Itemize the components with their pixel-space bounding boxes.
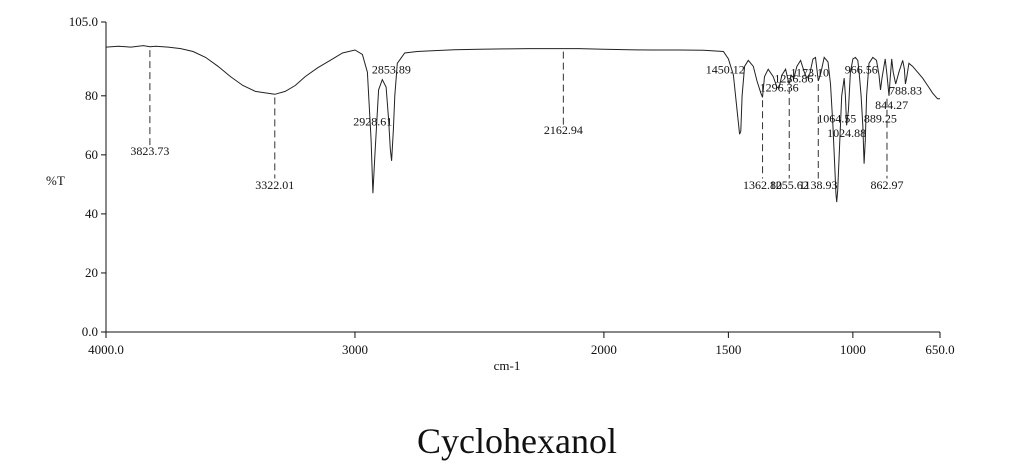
y-tick-label: 60: [85, 147, 98, 162]
peak-label: 3322.01: [255, 178, 294, 192]
y-ticks: 105.0 80 60 40 20 0.0: [69, 14, 106, 339]
caption-title: Cyclohexanol: [417, 421, 617, 461]
peak-label: 862.97: [870, 178, 903, 192]
peak-label: 844.27: [875, 98, 908, 112]
x-tick-label: 1000: [840, 342, 866, 357]
ir-spectrum-chart: 105.0 80 60 40 20 0.0 4000.0 3000 2000 1500 1000 6…: [46, 14, 955, 373]
y-tick-label: 20: [85, 265, 98, 280]
x-tick-label: 4000.0: [88, 342, 124, 357]
peak-label: 889.25: [864, 111, 897, 125]
peak-annotations: 3823.73 3322.01 2928.61 2853.89 2162.94 1450.…: [130, 50, 922, 192]
peak-label: 2162.94: [544, 123, 583, 137]
peak-label: 1064.55: [817, 111, 856, 125]
peak-label: 1173.10: [790, 66, 829, 80]
y-axis-label: %T: [46, 173, 65, 188]
peak-label: 2853.89: [372, 63, 411, 77]
peak-label: 1236.86: [774, 72, 813, 86]
x-axis-label: cm-1: [494, 358, 521, 373]
spectrum-line: [105, 45, 940, 203]
peak-label: 1362.80: [743, 178, 782, 192]
peak-label: 1024.88: [827, 126, 866, 140]
x-ticks: 4000.0 3000 2000 1500 1000 650.0: [88, 332, 955, 357]
peak-label: 2928.61: [353, 114, 392, 128]
y-tick-label: 105.0: [69, 14, 98, 29]
x-tick-label: 3000: [342, 342, 368, 357]
y-tick-label: 80: [85, 88, 98, 103]
y-tick-label: 40: [85, 206, 98, 221]
peak-label: 1255.62: [770, 178, 809, 192]
x-tick-label: 650.0: [925, 342, 954, 357]
peak-label: 788.83: [889, 83, 922, 97]
peak-label: 1450.12: [706, 63, 745, 77]
x-tick-label: 1500: [715, 342, 741, 357]
y-tick-label: 0.0: [82, 324, 98, 339]
peak-label: 3823.73: [130, 144, 169, 158]
x-tick-label: 2000: [591, 342, 617, 357]
peak-label: 1138.93: [799, 178, 838, 192]
peak-label: 966.56: [845, 63, 878, 77]
